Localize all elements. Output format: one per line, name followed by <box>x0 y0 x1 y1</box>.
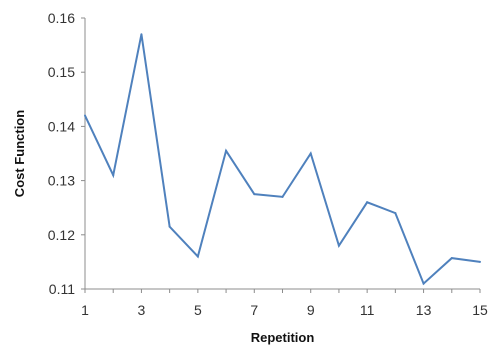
data-point <box>253 193 256 196</box>
y-tick-label: 0.13 <box>48 173 75 189</box>
x-axis-title: Repetition <box>251 330 315 345</box>
y-tick-label: 0.14 <box>48 118 75 134</box>
y-tick-label: 0.11 <box>49 281 75 297</box>
x-tick-label: 5 <box>194 302 202 318</box>
x-tick-label: 7 <box>250 302 258 318</box>
data-point <box>479 260 481 263</box>
data-point <box>84 114 86 117</box>
y-tick-label: 0.12 <box>48 227 75 243</box>
data-point <box>281 195 284 198</box>
data-point <box>196 255 199 258</box>
x-tick-label: 15 <box>472 302 488 318</box>
series-line <box>84 34 481 286</box>
data-point <box>140 33 143 36</box>
data-point <box>225 149 228 152</box>
series-group <box>84 33 481 286</box>
data-point <box>366 201 369 204</box>
data-point <box>422 282 425 285</box>
data-point <box>112 174 115 177</box>
data-point <box>337 244 340 247</box>
x-tick-label: 11 <box>360 302 375 318</box>
y-tick-label: 0.16 <box>48 10 75 26</box>
y-axis-title: Cost Function <box>12 110 27 197</box>
x-tick-label: 1 <box>81 302 89 318</box>
y-tick-label: 0.15 <box>48 64 75 80</box>
x-tick-label: 13 <box>416 302 432 318</box>
data-point <box>309 152 312 155</box>
x-tick-labels: 1 3 5 7 9 11 13 15 <box>81 289 488 318</box>
data-point <box>450 257 453 260</box>
x-tick-label: 9 <box>307 302 315 318</box>
axes <box>84 18 480 290</box>
x-tick-label: 3 <box>138 302 146 318</box>
data-point <box>394 212 397 215</box>
y-tick-labels: 0.11 0.12 0.13 0.14 0.15 0.16 <box>48 10 85 297</box>
data-point <box>168 225 171 228</box>
